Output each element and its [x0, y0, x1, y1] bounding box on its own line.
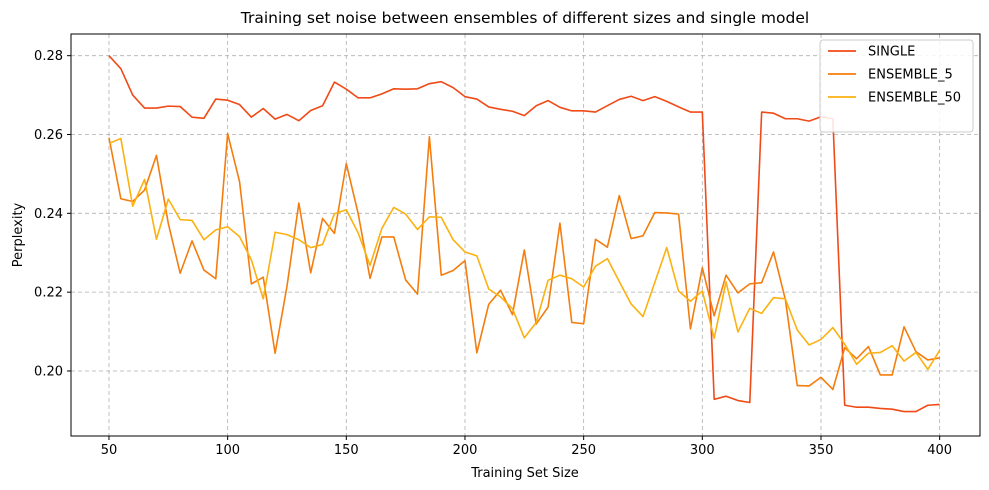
- y-tick-label: 0.22: [34, 286, 63, 301]
- series-line-ensemble-5: [108, 132, 940, 391]
- x-tick-label: 400: [927, 443, 952, 458]
- x-tick-label: 100: [215, 443, 240, 458]
- y-axis-label: Perplexity: [11, 202, 26, 267]
- legend-label: ENSEMBLE_5: [868, 68, 953, 83]
- legend-label: ENSEMBLE_50: [868, 91, 961, 106]
- legend: SINGLE ENSEMBLE_5 ENSEMBLE_50: [819, 39, 974, 133]
- chart-title: Training set noise between ensembles of …: [240, 9, 809, 27]
- legend-label: SINGLE: [868, 45, 915, 60]
- y-tick-label: 0.24: [34, 207, 63, 222]
- y-tick-label: 0.28: [34, 49, 63, 64]
- x-axis-label: Training Set Size: [470, 466, 579, 481]
- series-line-ensemble-50: [108, 137, 941, 371]
- legend-box: [819, 39, 974, 133]
- plot-frame: [70, 33, 981, 437]
- x-tick-label: 300: [690, 443, 715, 458]
- x-tick-label: 50: [101, 443, 118, 458]
- series-lines: [108, 55, 941, 413]
- axis-ticks: 50 100 150 200 250 300 350 400 0.20 0.22 0.24 0.26 0…: [34, 49, 952, 458]
- y-tick-label: 0.26: [34, 128, 63, 143]
- x-tick-label: 200: [453, 443, 478, 458]
- x-tick-label: 350: [809, 443, 834, 458]
- x-tick-label: 250: [571, 443, 596, 458]
- x-tick-label: 150: [334, 443, 359, 458]
- series-line-single: [108, 55, 940, 413]
- y-tick-label: 0.20: [34, 364, 63, 379]
